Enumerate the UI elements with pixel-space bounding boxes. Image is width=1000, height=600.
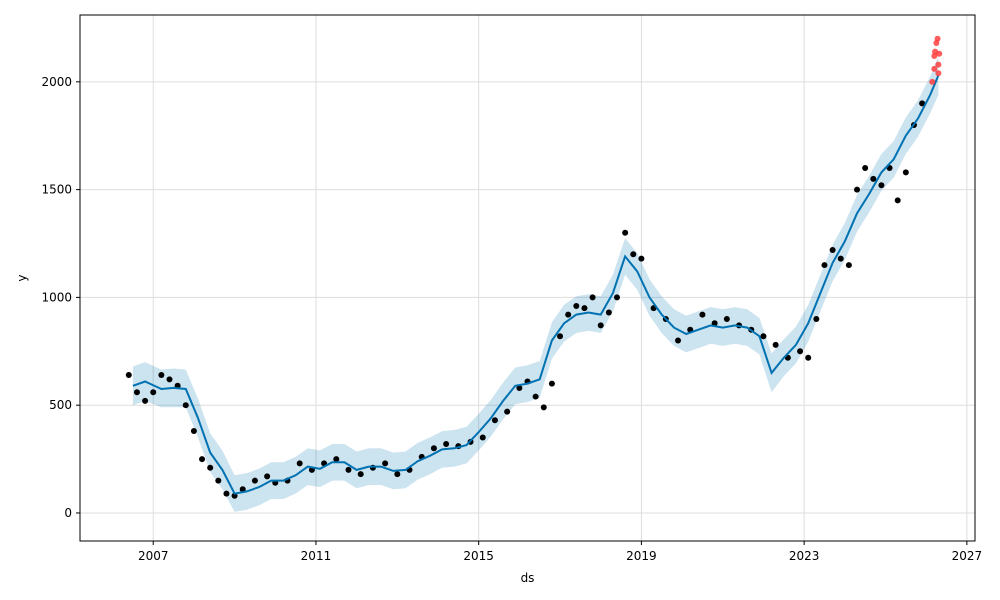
grid [80, 15, 975, 541]
forecast-line [132, 75, 940, 495]
observed-point [540, 404, 547, 411]
highlighted-point [929, 78, 936, 85]
observed-point [251, 477, 258, 484]
highlighted-point [934, 35, 941, 42]
y-tick-label: 1000 [41, 290, 72, 304]
observed-point [504, 408, 511, 415]
observed-point [382, 460, 389, 467]
y-axis-label: y [15, 274, 29, 281]
observed-point [548, 380, 555, 387]
x-axis-label: ds [521, 571, 535, 585]
highlighted-point [931, 65, 938, 72]
observed-point [239, 486, 246, 493]
x-tick-label: 2019 [626, 549, 657, 563]
uncertainty-band [132, 56, 939, 512]
observed-point [296, 460, 303, 467]
observed-point [557, 333, 564, 340]
highlighted-point [935, 61, 942, 68]
observed-point [190, 428, 197, 435]
observed-point [223, 490, 230, 497]
observed-point [837, 255, 844, 262]
observed-point [573, 303, 580, 310]
plot-frame [79, 14, 976, 542]
observed-point [894, 197, 901, 204]
observed-point [182, 402, 189, 409]
observed-point [854, 186, 861, 193]
x-tick-label: 2015 [463, 549, 494, 563]
observed-point [142, 397, 149, 404]
observed-point [902, 169, 909, 176]
observed-points [125, 100, 926, 499]
observed-point [805, 354, 812, 361]
observed-point [264, 473, 271, 480]
observed-point [565, 311, 572, 318]
observed-point [711, 320, 718, 327]
observed-point [394, 471, 401, 478]
y-tick-label: 1500 [41, 183, 72, 197]
x-tick-label: 2023 [789, 549, 820, 563]
observed-point [333, 456, 340, 463]
observed-point [870, 175, 877, 182]
observed-point [829, 246, 836, 253]
observed-point [723, 315, 730, 322]
observed-point [207, 464, 214, 471]
observed-point [581, 305, 588, 312]
y-tick-label: 2000 [41, 75, 72, 89]
observed-point [430, 445, 437, 452]
x-tick-label: 2007 [138, 549, 169, 563]
observed-point [622, 229, 629, 236]
observed-point [357, 471, 364, 478]
observed-point [215, 477, 222, 484]
observed-point [638, 255, 645, 262]
observed-point [532, 393, 539, 400]
observed-point [878, 182, 885, 189]
highlighted-point [935, 70, 942, 77]
observed-point [516, 384, 523, 391]
observed-point [589, 294, 596, 301]
observed-point [166, 376, 173, 383]
observed-point [821, 262, 828, 269]
observed-point [150, 389, 157, 396]
axis-ticks: 2007 2011 2015 2019 2023 2027 0 500 1000 1500 2000 [41, 75, 982, 563]
y-tick-label: 500 [49, 398, 72, 412]
observed-point [797, 348, 804, 355]
observed-point [760, 333, 767, 340]
observed-point [614, 294, 620, 301]
observed-point [479, 434, 486, 441]
observed-point [597, 322, 604, 329]
observed-point [158, 372, 165, 379]
observed-point [675, 337, 682, 344]
x-tick-label: 2027 [952, 549, 983, 563]
x-tick-label: 2011 [301, 549, 332, 563]
observed-point [699, 311, 706, 318]
observed-point [862, 165, 869, 172]
observed-point [605, 309, 612, 316]
observed-point [845, 262, 852, 269]
observed-point [630, 251, 637, 258]
observed-point [491, 417, 498, 424]
observed-point [919, 100, 926, 107]
observed-point [125, 372, 132, 379]
observed-point [345, 466, 352, 473]
observed-point [772, 341, 779, 348]
y-tick-label: 0 [64, 506, 72, 520]
observed-point [443, 440, 450, 447]
observed-point [813, 315, 820, 322]
observed-point [199, 456, 206, 463]
highlighted-point [936, 50, 943, 57]
observed-point [133, 389, 140, 396]
highlighted-points [929, 35, 943, 85]
